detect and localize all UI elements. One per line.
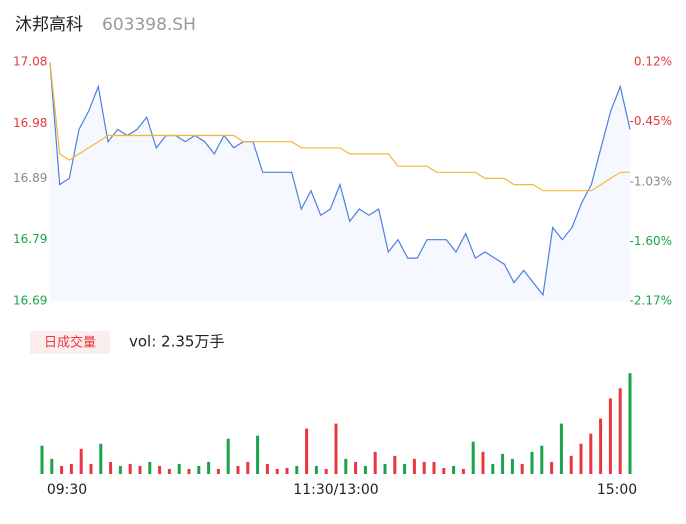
average-line	[49, 61, 630, 192]
volume-bar	[99, 443, 103, 474]
volume-bar	[79, 448, 83, 474]
y-tick-label: 17.08	[13, 55, 47, 69]
volume-bar	[128, 463, 132, 474]
volume-bar	[89, 463, 93, 474]
y2-tick-label: 0.12%	[634, 55, 672, 69]
volume-bar	[226, 438, 230, 474]
y-tick-label: 16.79	[13, 232, 47, 246]
volume-bar	[550, 461, 554, 474]
volume-bar	[60, 465, 64, 474]
price-area	[50, 62, 630, 301]
volume-bar	[510, 458, 514, 474]
volume-bar	[569, 455, 573, 474]
volume-title: vol: 2.35万手	[129, 333, 224, 351]
volume-bar	[69, 463, 73, 474]
volume-bar	[481, 451, 485, 474]
volume-bar	[138, 465, 142, 474]
volume-bar	[559, 423, 563, 474]
x-tick-label: 09:30	[47, 482, 87, 498]
volume-bar	[344, 458, 348, 474]
volume-bar	[599, 418, 603, 474]
volume-bar	[314, 465, 318, 474]
volume-bar	[501, 453, 505, 474]
volume-bar	[354, 461, 358, 474]
volume-bar	[579, 443, 583, 474]
volume-bar	[628, 373, 632, 474]
volume-bar	[471, 441, 475, 474]
volume-bar	[275, 468, 279, 474]
volume-bar	[109, 461, 113, 474]
y2-tick-label: -2.17%	[630, 294, 672, 308]
volume-bar	[491, 463, 495, 474]
volume-bar	[432, 461, 436, 474]
volume-bar	[177, 463, 181, 474]
volume-bar	[589, 433, 593, 474]
volume-bar	[187, 468, 191, 474]
volume-bar	[305, 428, 309, 474]
y-tick-label: 16.89	[13, 171, 47, 185]
volume-bar	[148, 461, 152, 474]
volume-bar	[246, 461, 250, 474]
y2-tick-label: -0.45%	[630, 114, 672, 128]
volume-bar	[618, 388, 622, 474]
stock-code: 603398.SH	[102, 15, 196, 35]
y-tick-label: 16.69	[13, 294, 47, 308]
volume-bar	[285, 467, 289, 474]
volume-bar	[334, 423, 338, 474]
volume-bar	[452, 465, 456, 474]
volume-bar	[207, 461, 211, 474]
volume-bar	[256, 435, 260, 474]
x-tick-label: 11:30/13:00	[293, 482, 378, 498]
stock-name: 沐邦高科	[15, 15, 83, 35]
volume-bar	[363, 465, 367, 474]
y2-tick-label: -1.03%	[630, 175, 672, 189]
volume-bar	[197, 465, 201, 474]
volume-bar	[608, 398, 612, 474]
volume-badge: 日成交量	[44, 335, 96, 351]
volume-bar	[50, 458, 54, 474]
volume-bar	[216, 468, 220, 474]
volume-bar	[393, 455, 397, 474]
price-line	[49, 61, 631, 297]
y-tick-label: 16.98	[13, 116, 47, 130]
volume-bar	[236, 465, 240, 474]
volume-bar	[461, 468, 465, 474]
volume-bar	[373, 451, 377, 474]
volume-bar	[324, 468, 328, 474]
volume-bar	[422, 461, 426, 474]
y2-tick-label: -1.60%	[630, 234, 672, 248]
volume-bar	[167, 468, 171, 474]
volume-bar	[158, 465, 162, 474]
volume-bar	[40, 445, 44, 474]
volume-bar	[403, 463, 407, 474]
volume-bar	[295, 465, 299, 474]
x-tick-label: 15:00	[597, 482, 637, 498]
volume-bar	[520, 463, 524, 474]
volume-bar	[540, 445, 544, 474]
volume-bar	[442, 467, 446, 474]
volume-bar	[530, 451, 534, 474]
volume-bar	[412, 458, 416, 474]
volume-bar	[265, 463, 269, 474]
volume-bar	[118, 465, 122, 474]
volume-bar	[383, 463, 387, 474]
badge-bg	[30, 331, 110, 354]
